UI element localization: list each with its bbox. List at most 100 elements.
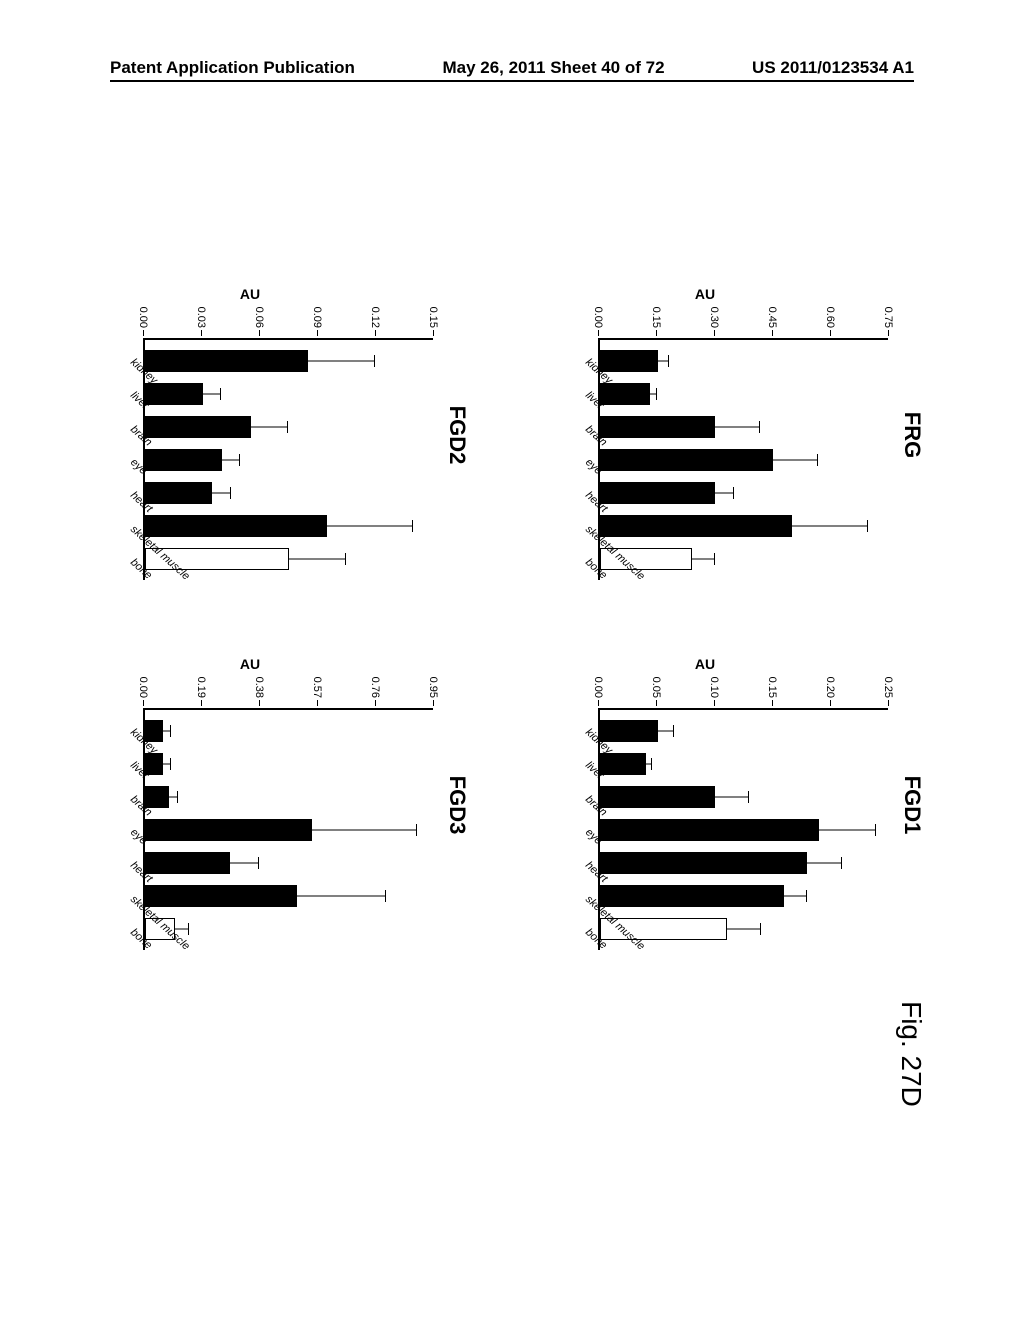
error-bar: [168, 796, 176, 797]
x-label: brain: [518, 785, 596, 807]
y-tick-mark: [259, 700, 260, 706]
y-tick-label: 0.06: [253, 307, 265, 328]
y-tick-label: 0.10: [708, 677, 720, 698]
error-bar: [791, 526, 867, 527]
error-cap: [170, 758, 171, 770]
panel-title: FRG: [899, 280, 925, 590]
bar: [145, 852, 230, 874]
x-label: skeletal muscle: [63, 515, 141, 537]
plot-area: [598, 338, 888, 580]
panel-fgd3: FGD3AU0.000.190.380.570.760.95kidneylive…: [65, 650, 470, 960]
panel-fgd1: FGD1AU0.000.050.100.150.200.25kidneylive…: [520, 650, 925, 960]
y-tick-label: 0.00: [592, 307, 604, 328]
x-label: bone: [518, 918, 596, 940]
error-cap: [258, 857, 259, 869]
x-label: brain: [63, 415, 141, 437]
y-tick-mark: [375, 700, 376, 706]
chart: AU0.000.190.380.570.760.95kidneyliverbra…: [63, 650, 438, 960]
error-cap: [714, 553, 715, 565]
page-header: Patent Application Publication May 26, 2…: [0, 58, 1024, 78]
figure-charts: FRGAU0.000.150.300.450.600.75kidneyliver…: [65, 280, 925, 960]
x-label: kidney: [63, 348, 141, 370]
x-label: kidney: [518, 718, 596, 740]
bar: [145, 449, 222, 471]
error-cap: [748, 791, 749, 803]
x-label: bone: [518, 548, 596, 570]
error-cap: [841, 857, 842, 869]
error-cap: [817, 454, 818, 466]
error-bar: [229, 863, 259, 864]
x-label: eye: [518, 818, 596, 840]
error-bar: [162, 730, 170, 731]
bar: [600, 449, 773, 471]
x-labels: kidneyliverbraineyeheartskeletal muscleb…: [63, 338, 141, 580]
error-cap: [177, 791, 178, 803]
error-cap: [651, 758, 652, 770]
y-tick-label: 0.25: [882, 677, 894, 698]
error-cap: [416, 824, 417, 836]
x-label: heart: [518, 851, 596, 873]
y-tick-label: 0.75: [882, 307, 894, 328]
panel-fgd2: FGD2AU0.000.030.060.090.120.15kidneylive…: [65, 280, 470, 590]
error-bar: [296, 896, 386, 897]
error-cap: [345, 553, 346, 565]
bar: [145, 350, 308, 372]
error-bar: [657, 360, 668, 361]
x-label: heart: [63, 851, 141, 873]
y-tick-mark: [772, 700, 773, 706]
x-label: eye: [63, 448, 141, 470]
y-tick-mark: [143, 330, 144, 336]
error-bar: [326, 526, 411, 527]
error-bar: [221, 459, 240, 460]
y-tick-mark: [317, 330, 318, 336]
y-tick-label: 0.95: [427, 677, 439, 698]
error-bar: [714, 796, 748, 797]
bar: [600, 350, 658, 372]
x-label: liver: [63, 751, 141, 773]
y-ticks: 0.000.030.060.090.120.15: [143, 280, 433, 336]
error-cap: [875, 824, 876, 836]
error-cap: [412, 520, 413, 532]
x-label: kidney: [63, 718, 141, 740]
x-label: liver: [518, 751, 596, 773]
y-tick-label: 0.30: [708, 307, 720, 328]
y-tick-label: 0.57: [311, 677, 323, 698]
plot-area: [143, 708, 433, 950]
header-center: May 26, 2011 Sheet 40 of 72: [442, 58, 664, 78]
x-label: brain: [63, 785, 141, 807]
panel-title: FGD2: [444, 280, 470, 590]
y-tick-mark: [714, 330, 715, 336]
error-bar: [772, 459, 818, 460]
y-tick-label: 0.09: [311, 307, 323, 328]
error-bar: [211, 493, 230, 494]
y-tick-label: 0.19: [195, 677, 207, 698]
y-tick-mark: [830, 700, 831, 706]
bar: [600, 482, 715, 504]
header-left: Patent Application Publication: [110, 58, 355, 78]
error-bar: [307, 360, 373, 361]
y-tick-label: 0.15: [650, 307, 662, 328]
y-tick-mark: [598, 700, 599, 706]
error-bar: [649, 393, 656, 394]
y-tick-mark: [143, 700, 144, 706]
x-labels: kidneyliverbraineyeheartskeletal muscleb…: [518, 708, 596, 950]
y-tick-label: 0.45: [766, 307, 778, 328]
plot-area: [143, 338, 433, 580]
error-cap: [867, 520, 868, 532]
error-cap: [760, 923, 761, 935]
error-bar: [806, 863, 840, 864]
chart-grid: FRGAU0.000.150.300.450.600.75kidneyliver…: [65, 280, 925, 960]
bar: [145, 819, 312, 841]
y-tick-label: 0.60: [824, 307, 836, 328]
error-bar: [202, 393, 221, 394]
error-bar: [657, 730, 674, 731]
x-label: liver: [63, 381, 141, 403]
y-tick-mark: [201, 700, 202, 706]
y-tick-label: 0.76: [369, 677, 381, 698]
y-tick-mark: [656, 330, 657, 336]
error-cap: [374, 355, 375, 367]
y-tick-label: 0.00: [137, 307, 149, 328]
y-ticks: 0.000.050.100.150.200.25: [598, 650, 888, 706]
y-tick-mark: [772, 330, 773, 336]
bars-container: [145, 340, 433, 580]
